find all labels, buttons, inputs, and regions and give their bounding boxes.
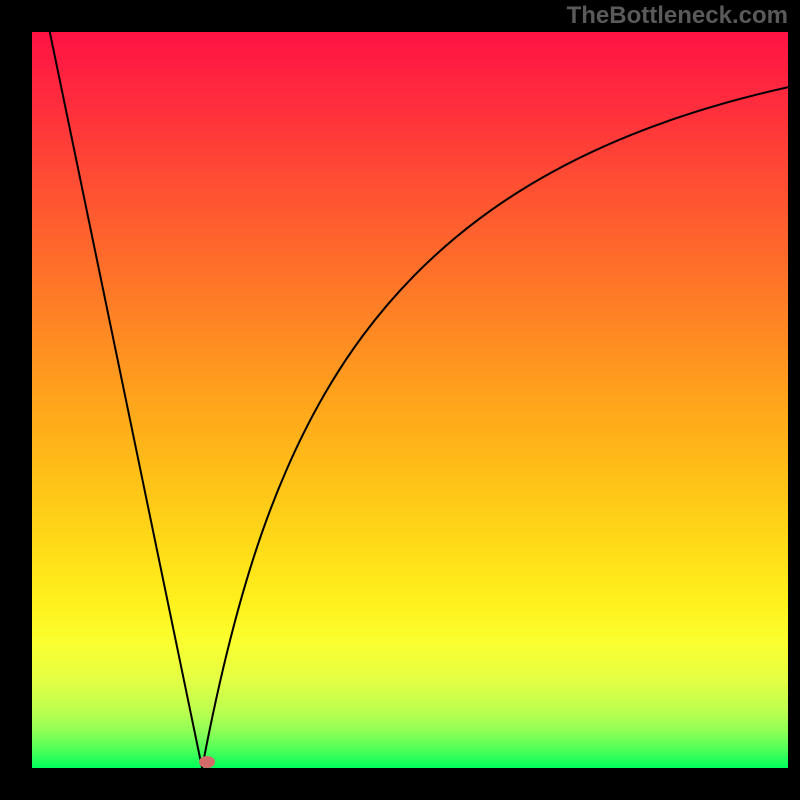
curve-overlay [32,32,788,768]
optimal-point-marker [199,756,215,768]
v-curve [44,32,788,768]
watermark-text: TheBottleneck.com [567,2,788,30]
chart-container: TheBottleneck.com [0,0,800,800]
plot-area [32,32,788,768]
